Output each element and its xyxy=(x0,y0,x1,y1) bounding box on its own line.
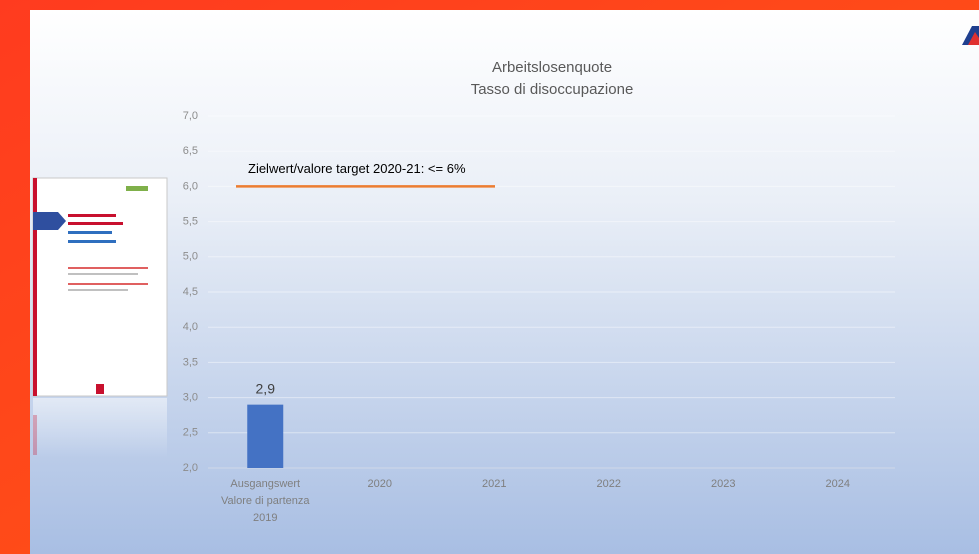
chart-title: Arbeitslosenquote xyxy=(492,59,612,76)
x-tick-label: Ausgangswert xyxy=(230,478,300,490)
x-tick-label: 2019 xyxy=(253,512,277,524)
y-tick-label: 5,0 xyxy=(183,251,198,263)
x-tick-label: 2023 xyxy=(711,478,735,490)
y-tick-label: 4,0 xyxy=(183,321,198,333)
y-tick-label: 2,5 xyxy=(183,427,198,439)
document-thumbnail xyxy=(32,177,168,458)
slide-background xyxy=(30,10,979,554)
target-label: Zielwert/valore target 2020-21: <= 6% xyxy=(248,161,466,176)
y-tick-label: 7,0 xyxy=(183,110,198,122)
logo xyxy=(962,26,979,45)
y-tick-label: 5,5 xyxy=(183,216,198,228)
y-tick-label: 2,0 xyxy=(183,462,198,474)
bar xyxy=(247,404,284,468)
x-tick-label: 2022 xyxy=(597,478,621,490)
chart-subtitle: Tasso di disoccupazione xyxy=(471,81,634,98)
y-tick-label: 3,0 xyxy=(183,392,198,404)
x-tick-label: 2020 xyxy=(368,478,392,490)
x-tick-label: Valore di partenza xyxy=(221,495,310,507)
value-label: 2,9 xyxy=(256,380,276,396)
y-tick-label: 6,5 xyxy=(183,145,198,157)
x-tick-label: 2021 xyxy=(482,478,506,490)
x-tick-label: 2024 xyxy=(826,478,850,490)
y-tick-label: 3,5 xyxy=(183,356,198,368)
y-tick-label: 6,0 xyxy=(183,180,198,192)
y-tick-label: 4,5 xyxy=(183,286,198,298)
